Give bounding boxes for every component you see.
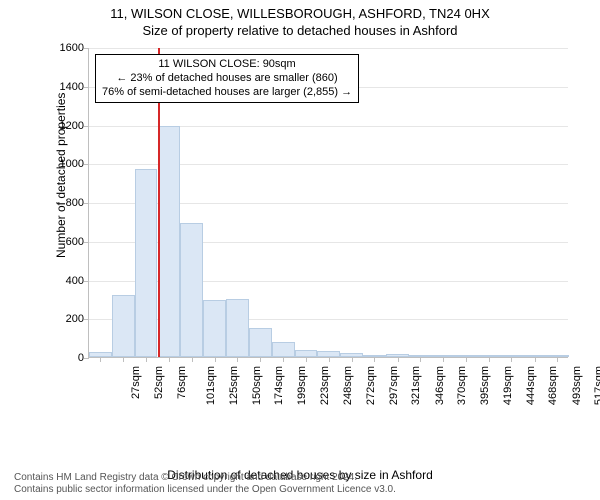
y-tick-label: 800	[66, 197, 84, 209]
footer-line2: Contains public sector information licen…	[14, 484, 396, 496]
page-subtitle: Size of property relative to detached ho…	[0, 21, 600, 38]
y-tick-label: 1000	[60, 158, 84, 170]
y-tick-label: 600	[66, 236, 84, 248]
x-tick	[466, 357, 467, 362]
x-tick	[420, 357, 421, 362]
y-tick-label: 1200	[60, 120, 84, 132]
x-tick	[283, 357, 284, 362]
x-tick-label: 150sqm	[251, 366, 263, 405]
x-tick-label: 419sqm	[502, 366, 514, 405]
y-tick-label: 1400	[60, 81, 84, 93]
x-tick	[535, 357, 536, 362]
footer-line1: Contains HM Land Registry data © Crown c…	[14, 472, 396, 484]
x-tick-label: 395sqm	[479, 366, 491, 405]
x-tick	[123, 357, 124, 362]
x-tick	[443, 357, 444, 362]
x-tick-label: 468sqm	[547, 366, 559, 405]
annotation-line1: 11 WILSON CLOSE: 90sqm	[102, 58, 352, 72]
x-tick-label: 76sqm	[176, 366, 188, 399]
histogram-bar	[203, 300, 226, 357]
y-tick-label: 200	[66, 313, 84, 325]
x-tick	[374, 357, 375, 362]
histogram-bar	[112, 295, 135, 357]
x-tick-label: 272sqm	[365, 366, 377, 405]
x-tick	[146, 357, 147, 362]
x-tick	[100, 357, 101, 362]
x-tick	[237, 357, 238, 362]
y-tick	[84, 87, 89, 88]
y-tick-label: 0	[78, 352, 84, 364]
x-tick	[329, 357, 330, 362]
y-tick	[84, 164, 89, 165]
y-tick	[84, 242, 89, 243]
y-tick	[84, 48, 89, 49]
histogram-bar	[226, 299, 249, 357]
histogram-bar	[158, 126, 181, 357]
x-tick-label: 493sqm	[571, 366, 583, 405]
x-tick-label: 199sqm	[297, 366, 309, 405]
x-tick	[306, 357, 307, 362]
x-tick-label: 174sqm	[273, 366, 285, 405]
y-axis-title: Number of detached properties	[54, 93, 68, 258]
x-tick-label: 52sqm	[154, 366, 166, 399]
y-tick	[84, 203, 89, 204]
x-tick	[169, 357, 170, 362]
x-tick-label: 370sqm	[456, 366, 468, 405]
x-tick-label: 27sqm	[130, 366, 142, 399]
y-tick	[84, 358, 89, 359]
x-tick-label: 346sqm	[434, 366, 446, 405]
gridline	[89, 48, 568, 49]
x-tick-label: 517sqm	[593, 366, 600, 405]
histogram-bar	[135, 169, 158, 357]
y-tick	[84, 319, 89, 320]
histogram-bar	[249, 328, 272, 357]
x-tick	[192, 357, 193, 362]
x-tick-label: 223sqm	[319, 366, 331, 405]
page-title: 11, WILSON CLOSE, WILLESBOROUGH, ASHFORD…	[0, 0, 600, 21]
annotation-line3: 76% of semi-detached houses are larger (…	[102, 86, 352, 100]
x-tick	[352, 357, 353, 362]
x-tick-label: 248sqm	[342, 366, 354, 405]
y-tick-label: 1600	[60, 42, 84, 54]
y-tick	[84, 281, 89, 282]
x-tick	[260, 357, 261, 362]
x-tick-label: 321sqm	[410, 366, 422, 405]
x-tick-label: 297sqm	[388, 366, 400, 405]
x-tick-label: 101sqm	[205, 366, 217, 405]
x-tick-label: 125sqm	[228, 366, 240, 405]
x-tick	[511, 357, 512, 362]
histogram-bar	[295, 350, 318, 357]
y-tick	[84, 126, 89, 127]
x-tick	[557, 357, 558, 362]
marker-annotation: 11 WILSON CLOSE: 90sqm ← 23% of detached…	[95, 54, 359, 103]
x-tick	[398, 357, 399, 362]
histogram-bar	[180, 223, 203, 357]
histogram-bar	[272, 342, 295, 358]
y-tick-label: 400	[66, 275, 84, 287]
annotation-line2: ← 23% of detached houses are smaller (86…	[102, 72, 352, 86]
x-tick	[489, 357, 490, 362]
x-tick-label: 444sqm	[525, 366, 537, 405]
footer-attribution: Contains HM Land Registry data © Crown c…	[14, 472, 396, 496]
x-tick	[215, 357, 216, 362]
